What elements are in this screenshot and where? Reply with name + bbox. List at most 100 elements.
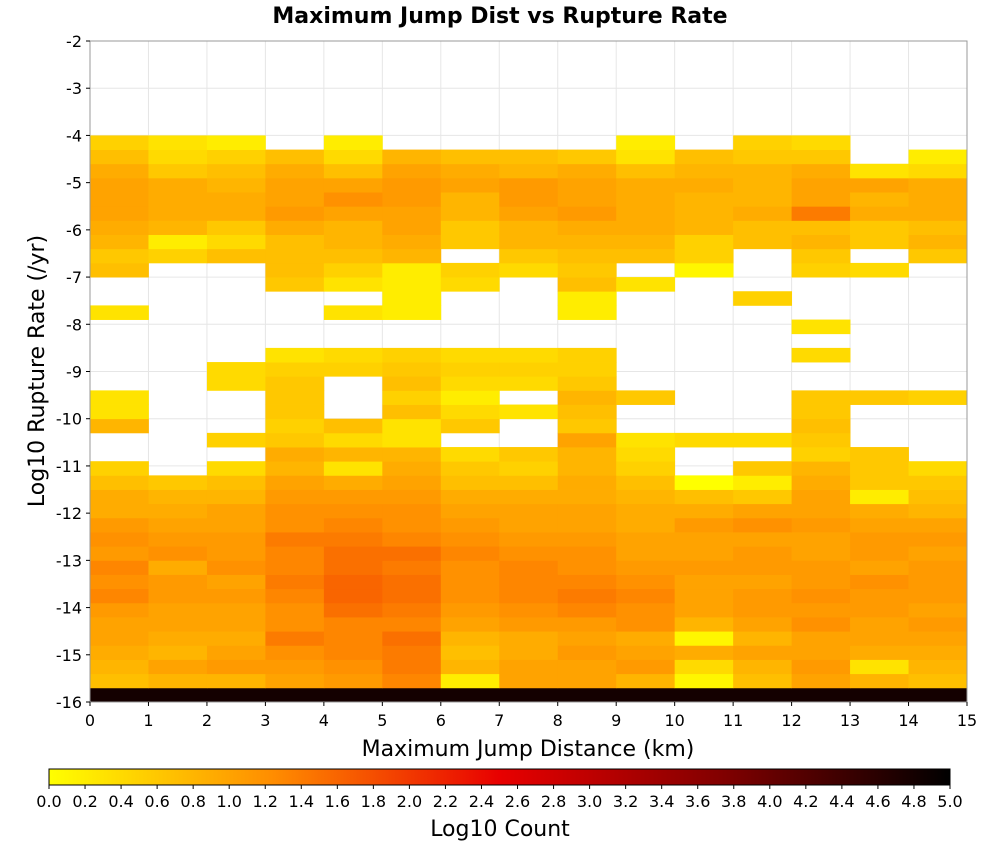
heatmap-cell [382,192,442,207]
heatmap-cell [382,163,442,179]
heatmap-cell [382,687,442,703]
heatmap-cell [674,687,734,703]
heatmap-cell [850,546,909,561]
heatmap-cell [674,574,734,590]
heatmap-cell [850,163,909,179]
heatmap-cell [90,206,149,221]
heatmap-cell [674,192,734,207]
heatmap-cell [791,461,851,476]
heatmap-cell [382,291,442,306]
heatmap-cell [323,362,383,377]
heatmap-cell [323,560,383,575]
heatmap-cell [382,631,442,646]
heatmap-cell [557,220,617,235]
heatmap-cell [499,234,559,250]
heatmap-cell [440,588,500,604]
y-tick-label: -4 [66,126,82,145]
y-tick-label: -8 [66,315,82,334]
colorbar-tick-label: 2.0 [397,792,422,811]
heatmap-cell [148,163,208,179]
heatmap-cell [265,617,325,632]
heatmap-cell [206,376,266,391]
heatmap-cell [733,475,792,490]
heatmap-cell [908,461,968,476]
heatmap-cell [382,645,442,660]
heatmap-cell [616,602,676,618]
heatmap-cell [850,588,909,604]
x-tick-label: 11 [723,711,743,730]
heatmap-cell [382,234,442,250]
heatmap-cell [440,163,500,179]
heatmap-cell [557,461,617,476]
heatmap-cell [616,192,676,207]
heatmap-cell [850,659,909,675]
heatmap-cell [90,546,149,561]
x-tick-label: 12 [781,711,801,730]
heatmap-cell [557,517,617,533]
heatmap-cell [265,277,325,292]
heatmap-cell [323,475,383,490]
heatmap-cell [674,177,734,193]
heatmap-cell [557,645,617,660]
heatmap-cell [616,532,676,547]
heatmap-cell [499,376,559,391]
colorbar-tick-label: 3.8 [721,792,746,811]
heatmap-cell [733,135,792,150]
heatmap-cell [206,673,266,689]
heatmap-cell [206,248,266,264]
heatmap-cell [791,432,851,448]
heatmap-cell [791,560,851,575]
heatmap-cell [206,192,266,207]
heatmap-cell [265,574,325,590]
heatmap-cell [850,390,909,405]
heatmap-cell [265,645,325,660]
heatmap-cell [616,135,676,150]
y-tick-label: -3 [66,79,82,98]
heatmap-cell [733,192,792,207]
heatmap-cell [206,503,266,519]
heatmap-cell [206,475,266,490]
y-tick-label: -12 [56,504,82,523]
y-axis-label: Log10 Rupture Rate (/yr) [25,235,50,507]
colorbar-tick-label: 2.6 [505,792,530,811]
heatmap-cell [440,149,500,165]
heatmap-cell [90,617,149,632]
heatmap-cell [557,362,617,377]
heatmap-cell [206,206,266,221]
heatmap-cell [908,659,968,675]
heatmap-cell [616,475,676,490]
heatmap-cell [850,475,909,490]
heatmap-cell [791,234,851,250]
heatmap-cell [908,163,968,179]
heatmap-cell [674,475,734,490]
heatmap-cell [850,489,909,505]
heatmap-cell [440,277,500,292]
heatmap-cell [616,277,676,292]
heatmap-cell [90,305,149,320]
heatmap-cell [206,362,266,377]
heatmap-cell [791,319,851,335]
heatmap-cell [733,220,792,235]
y-tick-label: -16 [56,693,82,712]
x-tick-label: 1 [143,711,153,730]
heatmap-cell [90,517,149,533]
heatmap-cell [148,574,208,590]
heatmap-cell [499,659,559,675]
heatmap-cell [499,532,559,547]
heatmap-cell [616,432,676,448]
heatmap-cell [616,461,676,476]
heatmap-cell [440,574,500,590]
heatmap-cell [791,220,851,235]
heatmap-cell [382,220,442,235]
heatmap-cell [440,532,500,547]
heatmap-cell [733,206,792,221]
heatmap-cell [616,546,676,561]
heatmap-cell [265,546,325,561]
x-axis-ticks: 0 1 2 3 4 5 6 7 8 9 10 11 12 13 14 15 [85,702,977,730]
heatmap-cell [557,149,617,165]
heatmap-cell [265,517,325,533]
heatmap-cell [791,631,851,646]
heatmap-cell [850,234,909,250]
y-axis-ticks: -2 -3 -4 -5 -6 -7 -8 -9 -10 -11 -12 -13 -14 -15 -16 [56,32,90,712]
heatmap-cell [791,248,851,264]
